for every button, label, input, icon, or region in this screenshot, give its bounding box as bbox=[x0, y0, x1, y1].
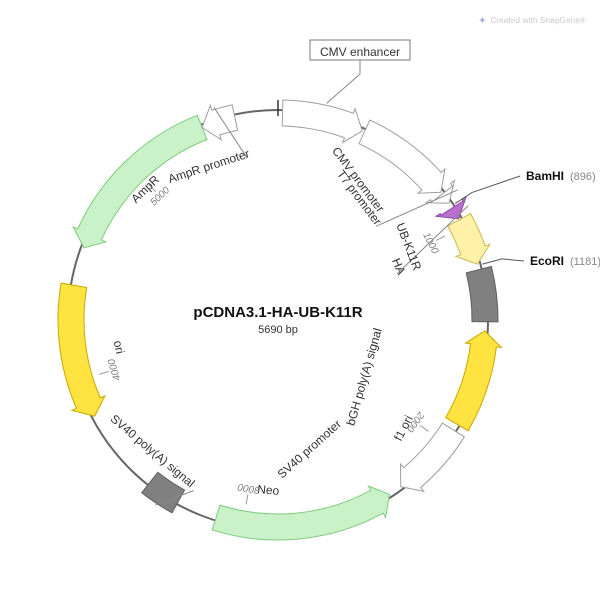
svg-text:SV40 promoter: SV40 promoter bbox=[275, 417, 344, 481]
plasmid-size: 5690 bp bbox=[258, 324, 298, 336]
svg-text:bGH poly(A) signal: bGH poly(A) signal bbox=[344, 327, 385, 428]
feature-label-bgh_polya: bGH poly(A) signal bbox=[344, 327, 385, 428]
cut-site-ecori: EcoRI(1181) bbox=[483, 254, 600, 268]
feature-ub_k11r bbox=[448, 214, 490, 265]
watermark-logo: ✦ bbox=[479, 16, 486, 25]
tick bbox=[99, 372, 109, 375]
feature-label-sv40_prom: SV40 promoter bbox=[275, 417, 344, 481]
feature-label-ori: ori bbox=[111, 339, 127, 355]
feature-cmv_enh bbox=[282, 100, 362, 142]
feature-cmv_prom bbox=[359, 120, 445, 193]
tick-label: 4000 bbox=[106, 357, 123, 382]
svg-text:Neo: Neo bbox=[257, 482, 280, 498]
feature-bgh_polya bbox=[466, 266, 498, 321]
feature-ampr bbox=[73, 115, 207, 248]
tick bbox=[246, 494, 248, 504]
feature-neo bbox=[212, 486, 389, 540]
cut-site-label: BamHI(896) bbox=[526, 169, 596, 183]
feature-sv40_prom bbox=[400, 423, 464, 491]
watermark-text: Created with SnapGene® bbox=[490, 16, 586, 25]
plasmid-map: 10002000300040005000CMV enhancerCMV prom… bbox=[0, 0, 600, 600]
watermark: ✦ Created with SnapGene® bbox=[479, 16, 586, 25]
feature-label-cmv_enh: CMV enhancer bbox=[310, 40, 410, 103]
svg-text:CMV enhancer: CMV enhancer bbox=[320, 45, 400, 59]
svg-text:ori: ori bbox=[111, 339, 127, 355]
cut-site-label: EcoRI(1181) bbox=[530, 254, 600, 268]
feature-f1_ori bbox=[446, 331, 502, 431]
plasmid-name: pCDNA3.1-HA-UB-K11R bbox=[193, 304, 362, 321]
feature-label-neo: Neo bbox=[257, 482, 280, 498]
cut-site-bamhi: BamHI(896) bbox=[455, 169, 596, 204]
tick bbox=[436, 236, 445, 240]
tick bbox=[420, 425, 428, 431]
feature-ori bbox=[58, 283, 105, 416]
